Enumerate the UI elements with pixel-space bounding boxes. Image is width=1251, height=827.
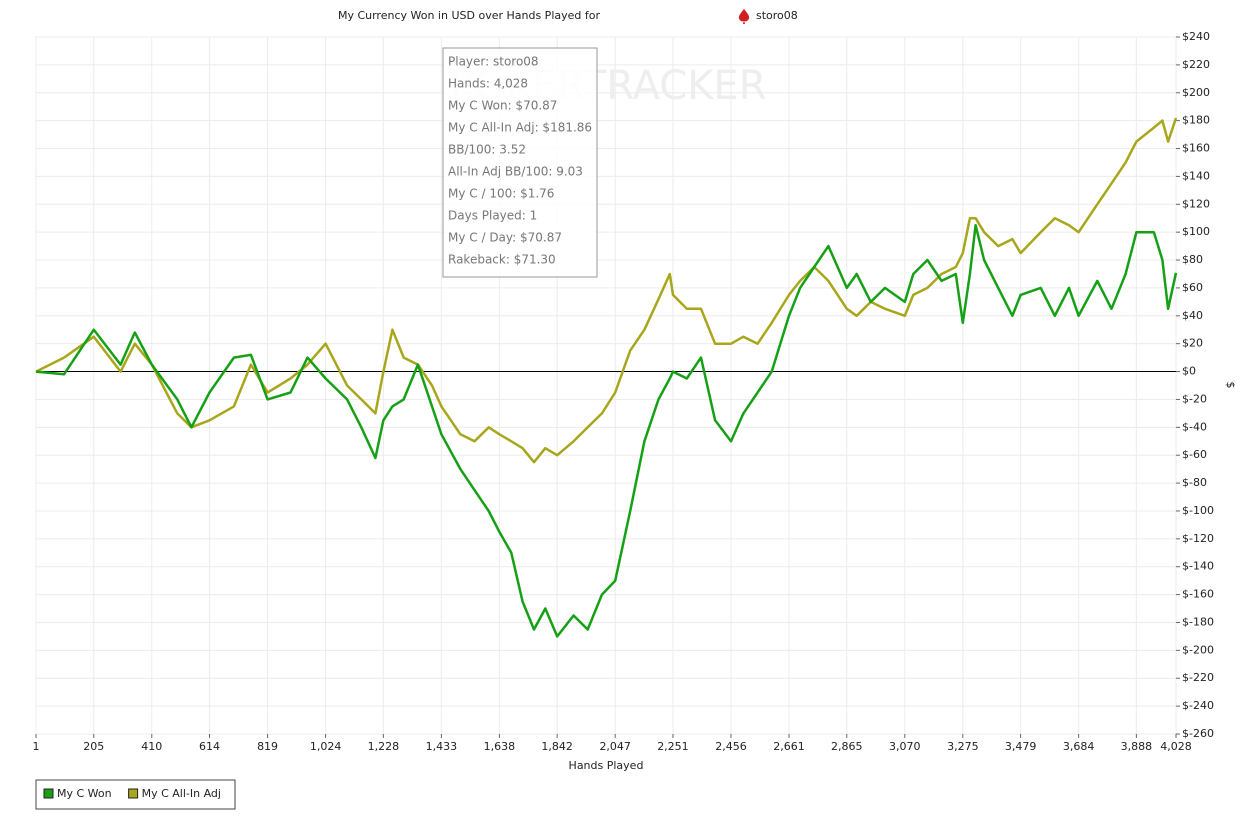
plot-area — [35, 36, 1177, 735]
y-tick-label: $-260 — [1182, 727, 1214, 740]
y-tick-label: $-160 — [1182, 588, 1214, 601]
y-tick-label: $-220 — [1182, 671, 1214, 684]
y-tick-label: $-200 — [1182, 643, 1214, 656]
tooltip-line: My C All-In Adj: $181.86 — [448, 121, 592, 135]
y-tick-label: $80 — [1182, 253, 1203, 266]
x-tick-label: 3,070 — [889, 740, 921, 753]
tooltip-box — [442, 47, 598, 278]
series-line — [35, 117, 1178, 464]
player-icon — [738, 9, 750, 24]
tooltip-line: My C / Day: $70.87 — [448, 231, 562, 245]
x-tick-label: 614 — [199, 740, 220, 753]
x-tick-label: 2,456 — [715, 740, 747, 753]
x-tick-label: 819 — [257, 740, 278, 753]
y-tick-label: $-80 — [1182, 476, 1207, 489]
x-tick-label: 410 — [141, 740, 162, 753]
tooltip-line: Rakeback: $71.30 — [448, 253, 556, 267]
x-tick-label: 3,275 — [947, 740, 979, 753]
x-tick-label: 1,638 — [484, 740, 516, 753]
y-tick-label: $-180 — [1182, 615, 1214, 628]
x-tick-label: 3,479 — [1005, 740, 1037, 753]
y-tick-label: $-100 — [1182, 504, 1214, 517]
legend-swatch — [43, 788, 54, 799]
y-tick-label: $220 — [1182, 58, 1210, 71]
tooltip-line: BB/100: 3.52 — [448, 143, 526, 157]
x-tick-label: 1,433 — [426, 740, 458, 753]
x-tick-label: 2,251 — [657, 740, 689, 753]
tooltip: Player: storo08 Hands: 4,028 My C Won: $70… — [442, 47, 598, 278]
tooltip-line: My C / 100: $1.76 — [448, 187, 554, 201]
y-tick-label: $-140 — [1182, 560, 1214, 573]
y-axis-label: $ — [1224, 382, 1237, 389]
x-tick-label: 1,228 — [368, 740, 400, 753]
tooltip-line: All-In Adj BB/100: 9.03 — [448, 165, 583, 179]
y-tick-label: $160 — [1182, 142, 1210, 155]
y-tick-label: $-240 — [1182, 699, 1214, 712]
y-tick-label: $180 — [1182, 114, 1210, 127]
tooltip-line: Days Played: 1 — [448, 209, 537, 223]
x-tick-label: 4,028 — [1160, 740, 1192, 753]
y-tick-label: $240 — [1182, 30, 1210, 43]
y-tick-label: $40 — [1182, 309, 1203, 322]
tooltip-line: My C Won: $70.87 — [448, 99, 557, 113]
chart-title: My Currency Won in USD over Hands Played… — [338, 9, 601, 22]
x-tick-label: 3,888 — [1121, 740, 1153, 753]
y-tick-label: $60 — [1182, 281, 1203, 294]
x-tick-label: 2,047 — [599, 740, 631, 753]
x-tick-label: 2,661 — [773, 740, 805, 753]
x-tick-label: 1,842 — [541, 740, 573, 753]
series-line — [35, 223, 1178, 638]
tooltip-line: Player: storo08 — [448, 55, 539, 69]
x-axis-label: Hands Played — [569, 759, 644, 772]
y-tick-label: $200 — [1182, 86, 1210, 99]
x-tick-label: 3,684 — [1063, 740, 1095, 753]
player-name: storo08 — [756, 9, 798, 22]
y-tick-label: $120 — [1182, 197, 1210, 210]
y-tick-label: $-20 — [1182, 392, 1207, 405]
x-tick-label: 2,865 — [831, 740, 863, 753]
y-tick-label: $100 — [1182, 225, 1210, 238]
legend-label: My C Won — [57, 787, 112, 800]
y-tick-label: $140 — [1182, 169, 1210, 182]
y-tick-label: $-120 — [1182, 532, 1214, 545]
legend-swatch — [128, 788, 139, 799]
y-tick-label: $-60 — [1182, 448, 1207, 461]
tooltip-line: Hands: 4,028 — [448, 77, 528, 91]
x-tick-label: 1 — [33, 740, 40, 753]
y-tick-label: $20 — [1182, 337, 1203, 350]
x-tick-label: 205 — [83, 740, 104, 753]
y-tick-label: $-40 — [1182, 420, 1207, 433]
y-tick-label: $0 — [1182, 365, 1196, 378]
legend-label: My C All-In Adj — [142, 787, 221, 800]
x-tick-label: 1,024 — [310, 740, 342, 753]
